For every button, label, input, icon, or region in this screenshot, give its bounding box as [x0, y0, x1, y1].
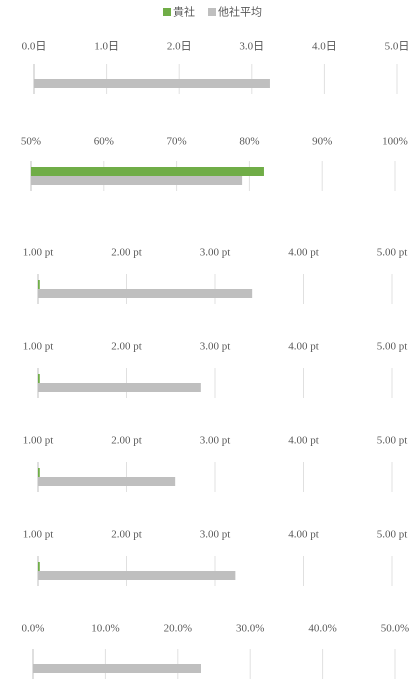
bar	[31, 176, 243, 185]
x-tick-label: 2.0日	[167, 41, 192, 53]
x-tick-label: 2.00 pt	[111, 529, 142, 541]
x-tick-label: 5.00 pt	[377, 529, 408, 541]
x-tick-label: 10.0%	[91, 623, 119, 635]
x-tick-label: 60%	[94, 136, 114, 148]
bar	[34, 79, 270, 88]
x-tick-label: 5.00 pt	[377, 341, 408, 353]
x-tick-label: 0.0日	[22, 41, 47, 53]
legend-swatch	[208, 8, 216, 16]
x-tick-label: 1.00 pt	[23, 341, 54, 353]
x-tick-label: 20.0%	[164, 623, 192, 635]
x-tick-label: 2.00 pt	[111, 435, 142, 447]
x-tick-label: 3.00 pt	[200, 341, 231, 353]
x-tick-label: 5.00 pt	[377, 435, 408, 447]
x-tick-label: 4.00 pt	[288, 341, 319, 353]
x-tick-label: 90%	[312, 136, 332, 148]
x-tick-label: 3.00 pt	[200, 247, 231, 259]
x-tick-label: 30.0%	[236, 623, 264, 635]
bar	[33, 664, 201, 673]
x-tick-label: 1.00 pt	[23, 247, 54, 259]
x-tick-label: 4.00 pt	[288, 435, 319, 447]
legend-label: 他社平均	[218, 5, 262, 19]
x-tick-label: 1.00 pt	[23, 529, 54, 541]
bar	[38, 289, 253, 298]
bar	[38, 562, 40, 571]
x-tick-label: 2.00 pt	[111, 247, 142, 259]
x-tick-label: 1.0日	[94, 41, 119, 53]
bar	[38, 468, 40, 477]
x-tick-label: 3.00 pt	[200, 435, 231, 447]
x-tick-label: 4.0日	[312, 41, 337, 53]
x-tick-label: 70%	[167, 136, 187, 148]
bar	[38, 383, 201, 392]
x-tick-label: 4.00 pt	[288, 529, 319, 541]
x-tick-label: 5.0日	[385, 41, 410, 53]
bar	[38, 374, 40, 383]
bar	[38, 280, 40, 289]
x-tick-label: 1.00 pt	[23, 435, 54, 447]
bar	[38, 571, 236, 580]
x-tick-label: 3.00 pt	[200, 529, 231, 541]
x-tick-label: 2.00 pt	[111, 341, 142, 353]
x-tick-label: 40.0%	[308, 623, 336, 635]
x-tick-label: 100%	[382, 136, 408, 148]
legend-swatch	[163, 8, 171, 16]
x-tick-label: 5.00 pt	[377, 247, 408, 259]
bar	[38, 477, 176, 486]
x-tick-label: 0.0%	[22, 623, 45, 635]
x-tick-label: 50.0%	[381, 623, 409, 635]
x-tick-label: 80%	[239, 136, 259, 148]
legend-label: 貴社	[173, 5, 195, 19]
x-tick-label: 50%	[21, 136, 41, 148]
bar	[31, 167, 264, 176]
x-tick-label: 3.0日	[239, 41, 264, 53]
x-tick-label: 4.00 pt	[288, 247, 319, 259]
